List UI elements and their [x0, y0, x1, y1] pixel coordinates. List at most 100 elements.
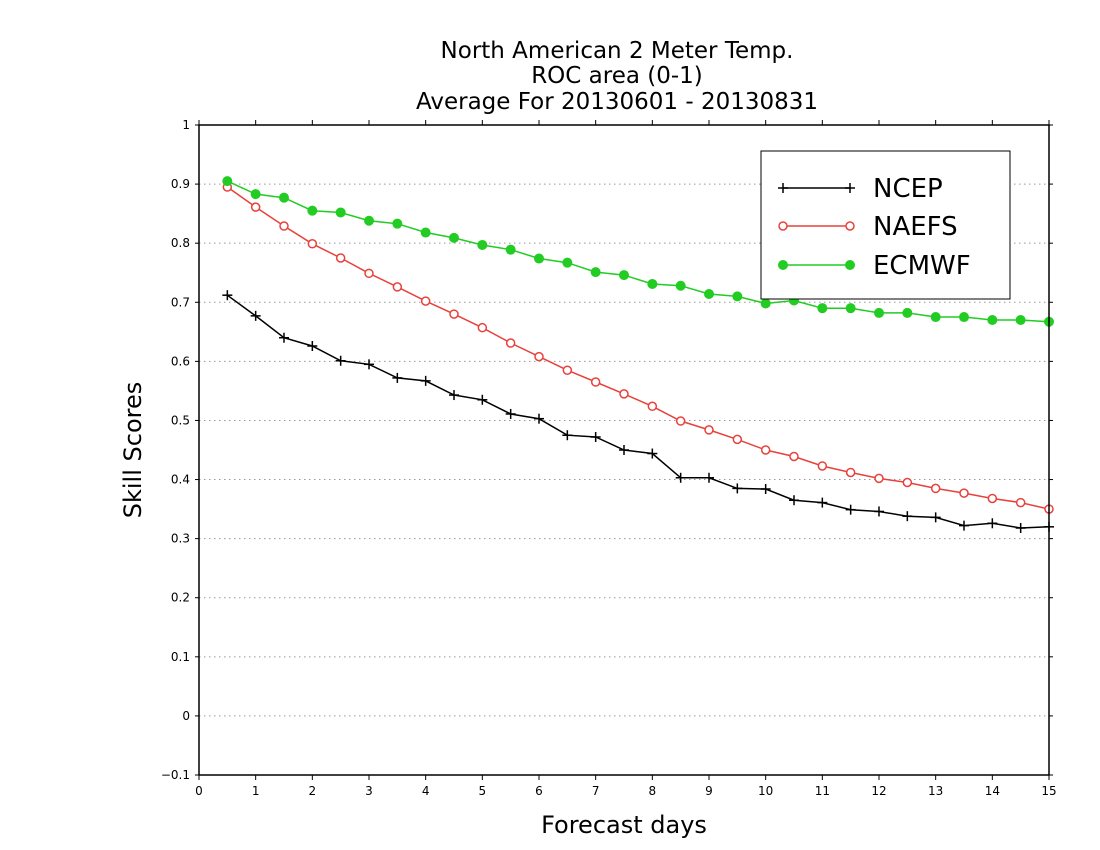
- data-point-ncep: [874, 506, 884, 517]
- y-axis-label: Skill Scores: [119, 382, 147, 519]
- y-tick-label: 0.8: [171, 236, 190, 250]
- data-point-ncep: [647, 448, 658, 459]
- data-point-naefs: [477, 322, 488, 333]
- data-point-ecmwf: [420, 227, 431, 238]
- data-point-ecmwf: [732, 291, 743, 302]
- data-point-naefs: [789, 451, 799, 462]
- x-tick-label: 6: [535, 784, 543, 798]
- series-line-ncep: [226, 294, 1050, 529]
- y-tick-label: 0.5: [171, 413, 190, 427]
- data-point-ncep: [732, 483, 743, 494]
- chart-title-line-3: Average For 20130601 - 20130831: [416, 89, 818, 115]
- data-point-ncep: [590, 432, 601, 442]
- legend-marker-naefs: [778, 221, 788, 231]
- y-tick-label: 0: [182, 709, 190, 723]
- data-point-naefs: [959, 488, 969, 498]
- data-point-naefs: [817, 461, 828, 471]
- data-point-ecmwf: [987, 315, 998, 325]
- series-ncep: [222, 290, 1054, 533]
- data-point-ecmwf: [562, 257, 573, 268]
- x-tick-label: 14: [985, 784, 1000, 798]
- x-tick-label: 11: [815, 784, 830, 798]
- data-point-ncep: [477, 394, 488, 405]
- series-ecmwf: [222, 176, 1054, 327]
- data-point-naefs: [392, 282, 403, 292]
- data-point-naefs: [420, 296, 431, 306]
- data-point-ecmwf: [959, 312, 969, 323]
- data-point-ecmwf: [364, 215, 374, 226]
- data-point-ecmwf: [392, 218, 403, 229]
- data-point-naefs: [364, 268, 374, 279]
- y-tick-label: 0.4: [171, 473, 190, 487]
- legend-box: [760, 150, 1011, 300]
- data-point-naefs: [562, 365, 573, 375]
- legend-marker-ecmwf: [778, 260, 788, 270]
- data-point-ecmwf: [307, 205, 318, 216]
- data-point-naefs: [675, 416, 686, 426]
- data-point-ecmwf: [1015, 315, 1026, 325]
- data-point-ecmwf: [704, 289, 714, 299]
- data-point-naefs: [279, 221, 289, 231]
- data-point-ncep: [335, 355, 346, 366]
- data-point-ncep: [789, 495, 799, 506]
- data-point-ncep: [449, 390, 459, 401]
- legend-label-ecmwf: ECMWF: [873, 251, 971, 281]
- data-point-naefs: [335, 253, 346, 263]
- y-tick-label: 0.6: [171, 354, 190, 368]
- data-point-ncep: [392, 372, 403, 383]
- data-point-ncep: [279, 332, 289, 343]
- data-point-naefs: [647, 401, 658, 412]
- data-point-naefs: [902, 477, 913, 488]
- x-axis-label: Forecast days: [541, 811, 707, 839]
- data-point-ncep: [845, 504, 856, 515]
- x-tick-label: 7: [592, 784, 600, 798]
- data-point-ecmwf: [817, 303, 828, 314]
- data-point-naefs: [760, 445, 771, 455]
- data-point-ncep: [562, 430, 573, 441]
- data-point-naefs: [874, 473, 884, 484]
- x-tick-label: 1: [252, 784, 260, 798]
- data-point-ecmwf: [222, 176, 233, 187]
- x-tick-label: 15: [1041, 784, 1056, 798]
- data-point-ecmwf: [845, 303, 856, 314]
- data-point-ecmwf: [505, 244, 516, 255]
- plot-area-frame: [198, 124, 1050, 776]
- x-tick-label: 9: [705, 784, 713, 798]
- data-point-ncep: [534, 413, 544, 424]
- data-point-naefs: [704, 425, 714, 435]
- data-point-ncep: [704, 472, 714, 483]
- data-point-ncep: [675, 472, 686, 483]
- data-point-ncep: [817, 497, 828, 508]
- x-tick-label: 0: [195, 784, 203, 798]
- chart-title-line-2: ROC area (0-1): [531, 63, 703, 89]
- data-point-naefs: [619, 389, 629, 399]
- legend-marker-ncep: [778, 183, 788, 193]
- data-point-ecmwf: [534, 253, 544, 264]
- gridlines: [199, 183, 1049, 717]
- axis-ticks: −0.100.10.20.30.40.50.60.70.80.910 1 2 3 4 5 6…: [161, 118, 1057, 798]
- data-point-ncep: [250, 310, 261, 321]
- data-point-ecmwf: [590, 267, 601, 278]
- data-point-naefs: [845, 467, 856, 478]
- data-point-ecmwf: [477, 239, 488, 250]
- x-tick-label: 4: [422, 784, 430, 798]
- series-line-naefs: [226, 186, 1050, 510]
- data-point-ncep: [902, 511, 913, 522]
- data-point-ecmwf: [250, 189, 261, 200]
- data-point-ncep: [959, 520, 969, 531]
- y-tick-label: 0.2: [171, 591, 190, 605]
- legend-marker-ecmwf: [845, 260, 855, 270]
- data-series: [222, 176, 1054, 533]
- legend-label-naefs: NAEFS: [873, 212, 958, 242]
- legend-marker-ncep: [845, 183, 855, 193]
- data-point-ecmwf: [335, 207, 346, 218]
- legend: NCEP NAEFS ECMWF: [760, 150, 1011, 300]
- data-point-ecmwf: [449, 232, 459, 243]
- data-point-ncep: [222, 290, 233, 301]
- data-point-ncep: [364, 359, 374, 370]
- y-tick-label: 1: [182, 118, 190, 132]
- data-point-ecmwf: [647, 278, 658, 289]
- data-point-ecmwf: [760, 298, 771, 309]
- data-point-ecmwf: [902, 307, 913, 318]
